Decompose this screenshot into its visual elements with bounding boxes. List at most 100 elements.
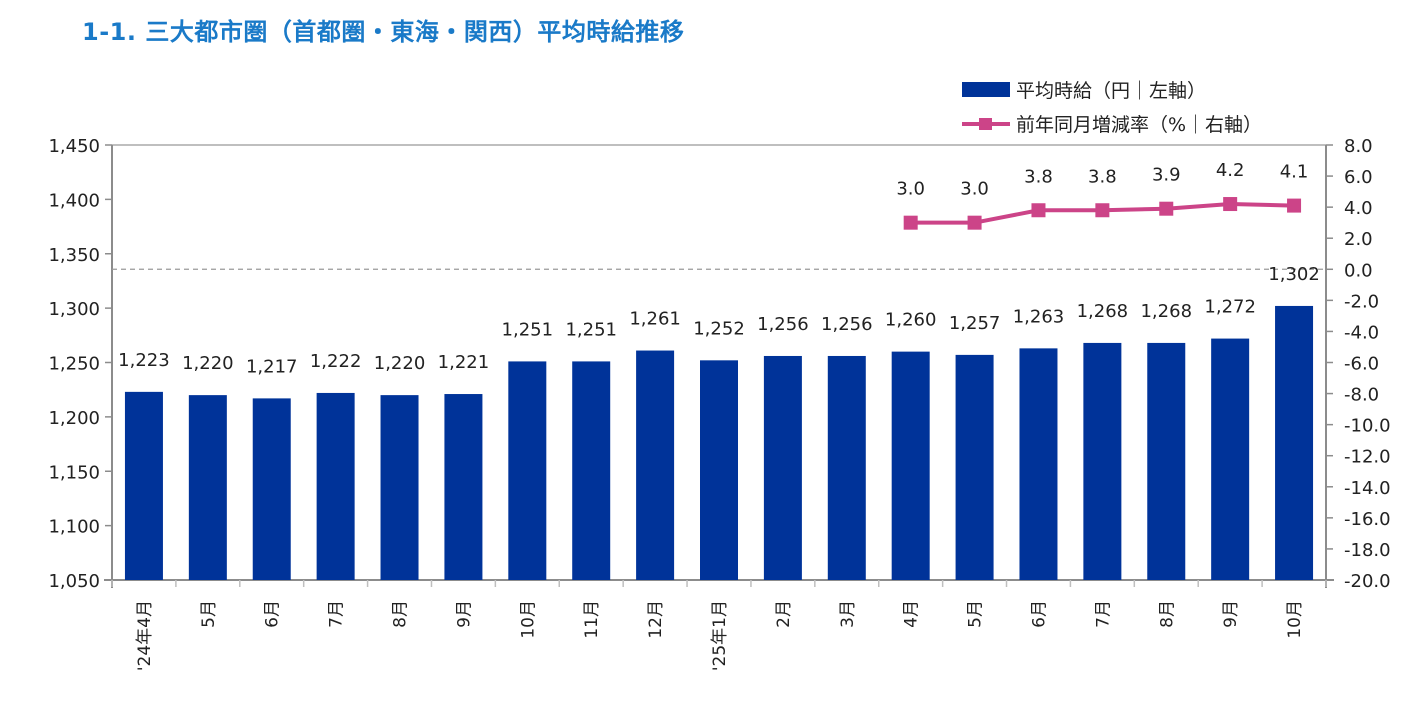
bar-data-label: 1,263 bbox=[1013, 306, 1065, 327]
x-axis-tick-label: 5月 bbox=[966, 600, 986, 628]
bar-data-label: 1,217 bbox=[246, 356, 298, 377]
growth-rate-data-label: 3.8 bbox=[1024, 166, 1053, 187]
bar bbox=[188, 395, 227, 580]
x-axis-tick-label: 6月 bbox=[1029, 600, 1049, 628]
bar bbox=[1211, 338, 1250, 580]
bar-data-label: 1,222 bbox=[310, 351, 362, 372]
growth-rate-marker bbox=[1287, 198, 1302, 213]
bar-data-label: 1,223 bbox=[118, 350, 170, 371]
right-axis-tick-label: 8.0 bbox=[1344, 136, 1373, 157]
bar bbox=[508, 361, 547, 580]
x-axis-tick-label: 7月 bbox=[1093, 600, 1113, 628]
bar bbox=[1019, 348, 1058, 580]
bar bbox=[827, 355, 866, 580]
bar bbox=[955, 354, 994, 580]
bar-data-label: 1,256 bbox=[821, 314, 873, 335]
growth-rate-marker bbox=[1095, 203, 1110, 218]
bar bbox=[252, 398, 291, 580]
bar bbox=[891, 351, 930, 580]
left-axis-tick-label: 1,350 bbox=[48, 245, 100, 266]
x-axis-tick-label: 5月 bbox=[199, 600, 219, 628]
bar bbox=[763, 355, 802, 580]
bar-data-label: 1,220 bbox=[182, 353, 234, 374]
right-axis-tick-label: -2.0 bbox=[1344, 291, 1379, 312]
left-axis-tick-label: 1,100 bbox=[48, 517, 100, 538]
x-axis-tick-label: 3月 bbox=[838, 600, 858, 628]
growth-rate-marker bbox=[967, 215, 982, 230]
x-axis-tick-label: '24年4月 bbox=[135, 600, 155, 671]
x-axis-tick-label: 6月 bbox=[263, 600, 283, 628]
growth-rate-data-label: 3.0 bbox=[960, 179, 989, 200]
bar-data-label: 1,257 bbox=[949, 313, 1001, 334]
left-axis-tick-label: 1,200 bbox=[48, 408, 100, 429]
bar-data-label: 1,220 bbox=[374, 353, 426, 374]
bar-data-label: 1,252 bbox=[693, 318, 745, 339]
growth-rate-data-label: 4.2 bbox=[1216, 160, 1245, 181]
bar bbox=[124, 391, 163, 580]
right-axis-tick-label: 4.0 bbox=[1344, 198, 1373, 219]
right-axis-tick-label: -12.0 bbox=[1344, 447, 1391, 468]
legend-label-line: 前年同月増減率（%｜右軸） bbox=[1016, 113, 1263, 136]
x-axis-tick-label: 11月 bbox=[582, 600, 602, 639]
x-axis-tick-label: 10月 bbox=[1285, 600, 1305, 639]
right-axis-tick-label: -14.0 bbox=[1344, 478, 1391, 499]
bar-data-label: 1,260 bbox=[885, 310, 937, 331]
growth-rate-data-label: 4.1 bbox=[1280, 162, 1309, 183]
right-axis-tick-label: -8.0 bbox=[1344, 385, 1379, 406]
x-axis-tick-label: 7月 bbox=[327, 600, 347, 628]
bar-data-label: 1,251 bbox=[502, 319, 554, 340]
legend-line-swatch bbox=[962, 116, 1010, 131]
right-axis-tick-label: -4.0 bbox=[1344, 322, 1379, 343]
growth-rate-marker bbox=[1159, 201, 1174, 216]
legend: 平均時給（円｜左軸） 前年同月増減率（%｜右軸） bbox=[962, 72, 1262, 140]
right-axis-tick-label: -20.0 bbox=[1344, 571, 1391, 592]
growth-rate-data-label: 3.9 bbox=[1152, 165, 1181, 186]
bar bbox=[316, 392, 355, 580]
x-axis-tick-label: 12月 bbox=[646, 600, 666, 639]
x-axis-tick-label: '25年1月 bbox=[710, 600, 730, 671]
x-axis-tick-label: 10月 bbox=[518, 600, 538, 639]
bar bbox=[1147, 342, 1186, 580]
x-axis-tick-label: 2月 bbox=[774, 600, 794, 628]
bar bbox=[380, 395, 419, 580]
right-axis-tick-label: 2.0 bbox=[1344, 229, 1373, 250]
right-axis-tick-label: -6.0 bbox=[1344, 354, 1379, 375]
growth-rate-marker bbox=[903, 215, 918, 230]
growth-rate-data-label: 3.0 bbox=[896, 179, 925, 200]
bar-data-label: 1,272 bbox=[1204, 297, 1256, 318]
bar-data-label: 1,221 bbox=[438, 352, 490, 373]
left-axis-tick-label: 1,150 bbox=[48, 462, 100, 483]
bar-data-label: 1,302 bbox=[1268, 264, 1320, 285]
bar-data-label: 1,251 bbox=[565, 319, 617, 340]
legend-item-line: 前年同月増減率（%｜右軸） bbox=[962, 106, 1262, 140]
x-axis-tick-label: 8月 bbox=[1157, 600, 1177, 628]
bar bbox=[1083, 342, 1122, 580]
legend-item-bar: 平均時給（円｜左軸） bbox=[962, 72, 1262, 106]
bar bbox=[1275, 305, 1314, 580]
legend-bar-swatch bbox=[962, 81, 1010, 97]
bar bbox=[572, 361, 611, 580]
legend-label-bar: 平均時給（円｜左軸） bbox=[1016, 79, 1207, 102]
bar bbox=[444, 394, 483, 580]
right-axis-tick-label: -18.0 bbox=[1344, 540, 1391, 561]
right-axis-tick-label: 0.0 bbox=[1344, 260, 1373, 281]
left-axis-tick-label: 1,300 bbox=[48, 299, 100, 320]
bar-data-label: 1,261 bbox=[629, 309, 681, 330]
bar-data-label: 1,268 bbox=[1140, 301, 1192, 322]
left-axis-tick-label: 1,400 bbox=[48, 190, 100, 211]
growth-rate-marker bbox=[1031, 203, 1046, 218]
x-axis-tick-label: 9月 bbox=[1221, 600, 1241, 628]
left-axis-tick-label: 1,250 bbox=[48, 354, 100, 375]
x-axis-tick-label: 4月 bbox=[902, 600, 922, 628]
x-axis-tick-label: 8月 bbox=[391, 600, 411, 628]
bar bbox=[700, 360, 738, 580]
left-axis-tick-label: 1,050 bbox=[48, 571, 100, 592]
left-axis-tick-label: 1,450 bbox=[48, 136, 100, 157]
x-axis-tick-label: 9月 bbox=[454, 600, 474, 628]
growth-rate-data-label: 3.8 bbox=[1088, 166, 1117, 187]
right-axis-tick-label: -16.0 bbox=[1344, 509, 1391, 530]
growth-rate-marker bbox=[1223, 197, 1238, 212]
right-axis-tick-label: -10.0 bbox=[1344, 416, 1391, 437]
bar-data-label: 1,268 bbox=[1077, 301, 1129, 322]
